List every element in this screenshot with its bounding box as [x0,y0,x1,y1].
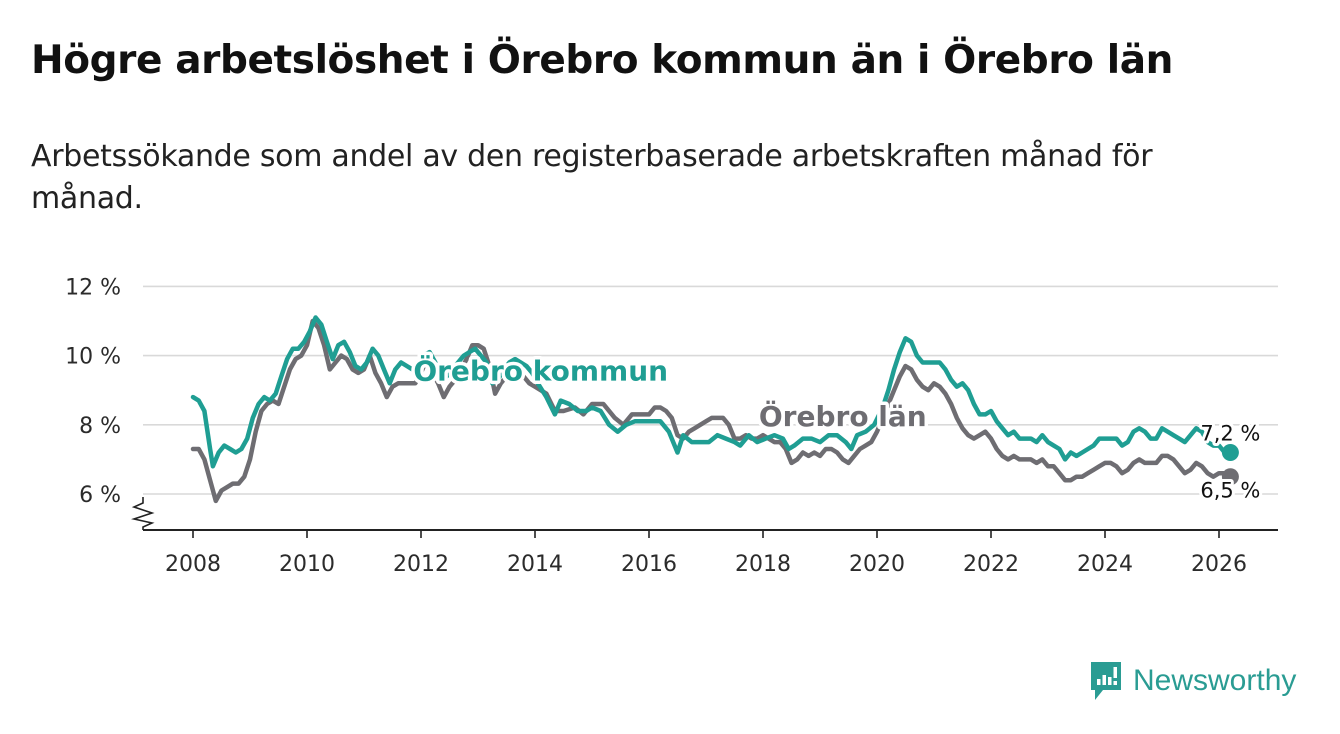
series-end-marker [1221,468,1239,486]
axes: 6 % 8 % 10 % 12 % 2008 2010 2012 2014 2016 2018 20… [65,275,1278,577]
labels: 7,2 % 6,5 % Örebro kommun Örebro län [410,350,1264,506]
x-tick-label: 2010 [279,552,335,577]
y-tick-label: 10 % [65,345,121,370]
brand-name: Newsworthy [1133,664,1297,697]
x-tick-label: 2012 [393,552,449,577]
series-line [190,315,1233,469]
x-tick-label: 2020 [849,552,905,577]
y-tick-label: 6 % [79,483,121,508]
newsworthy-logo[interactable]: Newsworthy [1089,660,1296,702]
y-tick-label: 8 % [79,414,121,439]
x-tick-label: 2026 [1191,552,1247,577]
axis-break-icon [131,497,155,530]
series-end-label: 7,2 % [1200,421,1260,445]
x-tick-label: 2014 [507,552,563,577]
series-end-marker [1221,443,1239,461]
series-lines [190,315,1239,504]
series-name-label: Örebro kommun [413,354,668,388]
x-tick-label: 2016 [621,552,677,577]
line-chart: 6 % 8 % 10 % 12 % 2008 2010 2012 2014 2016 2018 20… [65,275,1278,577]
x-tick-label: 2008 [165,552,221,577]
y-tick-label: 12 % [65,275,121,300]
newsworthy-logo-icon [1091,662,1121,700]
series-end-label: 6,5 % [1200,479,1260,503]
chart-title: Högre arbetslöshet i Örebro kommun än i … [31,38,1173,83]
x-tick-label: 2024 [1077,552,1133,577]
x-tick-label: 2022 [963,552,1019,577]
chart-subtitle: Arbetssökande som andel av den registerb… [31,139,1153,216]
series-name-label: Örebro län [759,399,927,433]
series-line [190,318,1233,504]
x-tick-label: 2018 [735,552,791,577]
